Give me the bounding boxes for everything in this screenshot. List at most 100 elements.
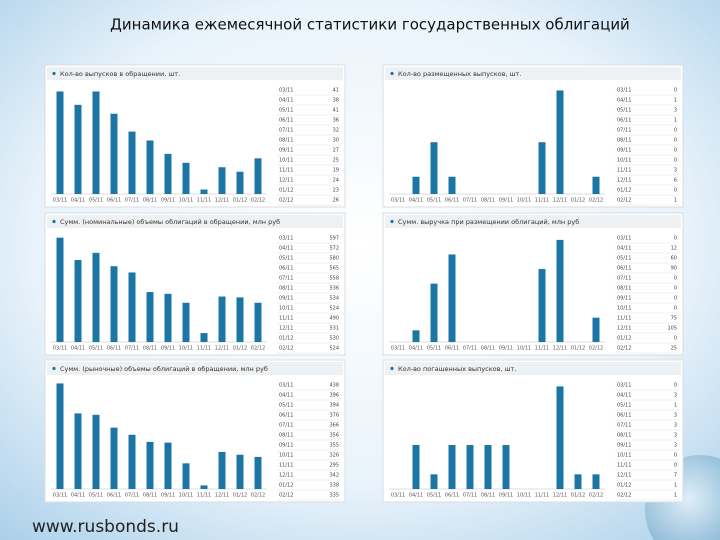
bar — [146, 292, 154, 342]
bar — [110, 427, 118, 489]
table-date: 01/12 — [279, 336, 293, 342]
table-value: 597 — [329, 236, 339, 242]
table-date: 03/11 — [279, 383, 293, 389]
table-date: 02/12 — [617, 346, 631, 352]
slide-title: Динамика ежемесячной статистики государс… — [110, 16, 630, 34]
x-tick-label: 04/11 — [409, 346, 423, 352]
header-bullet — [52, 219, 56, 224]
x-tick-label: 08/11 — [143, 346, 157, 352]
table-date: 09/11 — [617, 296, 631, 302]
x-tick-label: 04/11 — [71, 346, 85, 352]
table-value: 534 — [329, 296, 339, 302]
table-date: 11/11 — [279, 168, 293, 174]
panel-header — [385, 362, 681, 375]
table-date: 12/11 — [279, 326, 293, 332]
table-value: 326 — [329, 453, 339, 459]
table-date: 11/11 — [617, 168, 631, 174]
x-tick-label: 12/11 — [215, 346, 229, 352]
table-value: 0 — [674, 286, 677, 292]
bar — [146, 140, 154, 194]
bar — [592, 474, 600, 489]
table-value: 0 — [674, 158, 677, 164]
table-value: 572 — [329, 246, 339, 252]
bar — [538, 142, 546, 194]
table-value: 558 — [329, 276, 339, 282]
x-tick-label: 04/11 — [71, 493, 85, 499]
x-tick-label: 05/11 — [89, 198, 103, 204]
chart-panel: Кол-во размещенных выпусков, шт. 03/11 03/… — [382, 64, 684, 208]
x-tick-label: 10/11 — [179, 493, 193, 499]
bar — [56, 237, 64, 342]
x-tick-label: 01/12 — [571, 198, 585, 204]
table-value: 1 — [674, 403, 677, 409]
bar — [556, 386, 564, 489]
table-value: 1 — [674, 98, 677, 104]
table-date: 01/12 — [617, 188, 631, 194]
table-value: 366 — [329, 423, 339, 429]
bar — [556, 90, 564, 194]
x-tick-label: 10/11 — [517, 198, 531, 204]
table-date: 04/11 — [617, 393, 631, 399]
panel-background — [44, 212, 346, 356]
chart-panel: Сумм. (рыночные) объемы облигаций в обра… — [44, 359, 346, 503]
table-value: 0 — [674, 463, 677, 469]
table-date: 06/11 — [617, 266, 631, 272]
panel-header — [385, 215, 681, 228]
x-tick-label: 05/11 — [427, 346, 441, 352]
x-tick-label: 04/11 — [409, 198, 423, 204]
bar — [56, 383, 64, 489]
table-date: 10/11 — [279, 158, 293, 164]
x-tick-label: 03/11 — [53, 198, 67, 204]
bar — [110, 113, 118, 194]
table-date: 08/11 — [279, 433, 293, 439]
table-value: 38 — [333, 98, 339, 104]
table-date: 02/12 — [279, 198, 293, 204]
table-value: 0 — [674, 336, 677, 342]
table-date: 11/11 — [617, 316, 631, 322]
table-date: 11/11 — [279, 316, 293, 322]
table-date: 03/11 — [279, 88, 293, 94]
table-value: 531 — [329, 326, 339, 332]
bar — [430, 474, 438, 489]
x-tick-label: 05/11 — [427, 493, 441, 499]
bar — [254, 302, 262, 342]
table-value: 490 — [329, 316, 339, 322]
table-value: 536 — [329, 286, 339, 292]
table-value: 1 — [674, 483, 677, 489]
table-date: 10/11 — [617, 306, 631, 312]
chart-panel: Кол-во выпусков в обращении, шт. 03/11 03/… — [44, 64, 346, 208]
table-date: 11/11 — [617, 463, 631, 469]
x-tick-label: 07/11 — [125, 346, 139, 352]
bar — [592, 317, 600, 342]
table-value: 0 — [674, 138, 677, 144]
bar — [182, 162, 190, 194]
x-tick-label: 11/11 — [535, 493, 549, 499]
bar — [128, 272, 136, 342]
table-date: 02/12 — [617, 493, 631, 499]
table-value: 41 — [333, 108, 339, 114]
table-date: 08/11 — [617, 138, 631, 144]
table-date: 12/11 — [617, 473, 631, 479]
x-tick-label: 08/11 — [481, 198, 495, 204]
bar — [200, 189, 208, 194]
table-date: 06/11 — [617, 118, 631, 124]
x-tick-label: 03/11 — [391, 493, 405, 499]
table-value: 26 — [333, 198, 339, 204]
x-tick-label: 11/11 — [197, 493, 211, 499]
bar — [556, 239, 564, 342]
table-value: 0 — [674, 148, 677, 154]
table-date: 09/11 — [617, 443, 631, 449]
bar — [74, 104, 82, 194]
bar — [200, 333, 208, 342]
panel-background — [382, 212, 684, 356]
x-tick-label: 01/12 — [233, 346, 247, 352]
table-value: 3 — [674, 423, 677, 429]
header-bullet — [390, 366, 394, 371]
x-tick-label: 01/12 — [233, 493, 247, 499]
table-value: 25 — [671, 346, 677, 352]
bar — [254, 158, 262, 194]
table-value: 565 — [329, 266, 339, 272]
bar — [128, 131, 136, 194]
bar — [146, 441, 154, 489]
x-tick-label: 02/12 — [251, 198, 265, 204]
